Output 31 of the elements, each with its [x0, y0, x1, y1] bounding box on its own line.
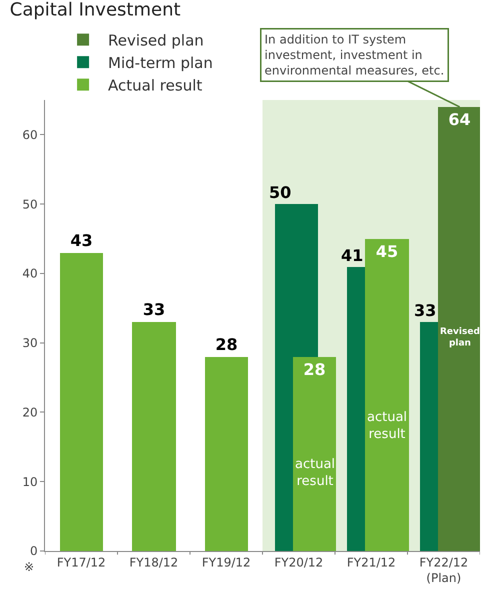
y-tick-label: 0: [30, 544, 38, 558]
annotation: In addition to IT system investment, investment in environmental measures, etc.: [264, 32, 444, 78]
legend-label: Revised plan: [108, 31, 204, 50]
legend-label: Actual result: [108, 76, 202, 94]
x-tick-label: FY22/12 (Plan): [419, 555, 468, 585]
data-label: 50: [269, 183, 292, 202]
x-tick-label: FY18/12: [129, 555, 178, 570]
data-label: 64: [448, 110, 471, 129]
legend-label: Mid-term plan: [108, 54, 213, 72]
y-tick-label: 30: [22, 336, 38, 350]
y-tick-label: 40: [22, 266, 38, 281]
y-tick-label: 50: [22, 197, 38, 212]
text: ※: [24, 560, 34, 574]
data-label: 28: [303, 360, 326, 379]
x-tick-label: FY20/12: [274, 555, 324, 570]
annotation: actual result: [367, 410, 408, 442]
x-tick-label: FY19/12: [202, 555, 251, 570]
data-label: 28: [215, 335, 238, 354]
x-tick-label: FY17/12: [56, 555, 106, 570]
annotation: actual result: [295, 457, 336, 489]
data-label: 33: [414, 301, 436, 320]
data-label: 43: [70, 231, 93, 250]
data-label: 33: [142, 300, 166, 319]
chart-title: Capital Investment: [10, 0, 181, 21]
annotation: Revised plan: [440, 327, 480, 349]
x-tick-label: FY21/12: [346, 555, 396, 570]
y-tick-label: 20: [22, 405, 38, 420]
y-tick-label: 10: [22, 474, 38, 489]
data-label: 41: [341, 246, 364, 265]
y-tick-label: 60: [22, 128, 38, 142]
data-label: 45: [376, 242, 398, 261]
